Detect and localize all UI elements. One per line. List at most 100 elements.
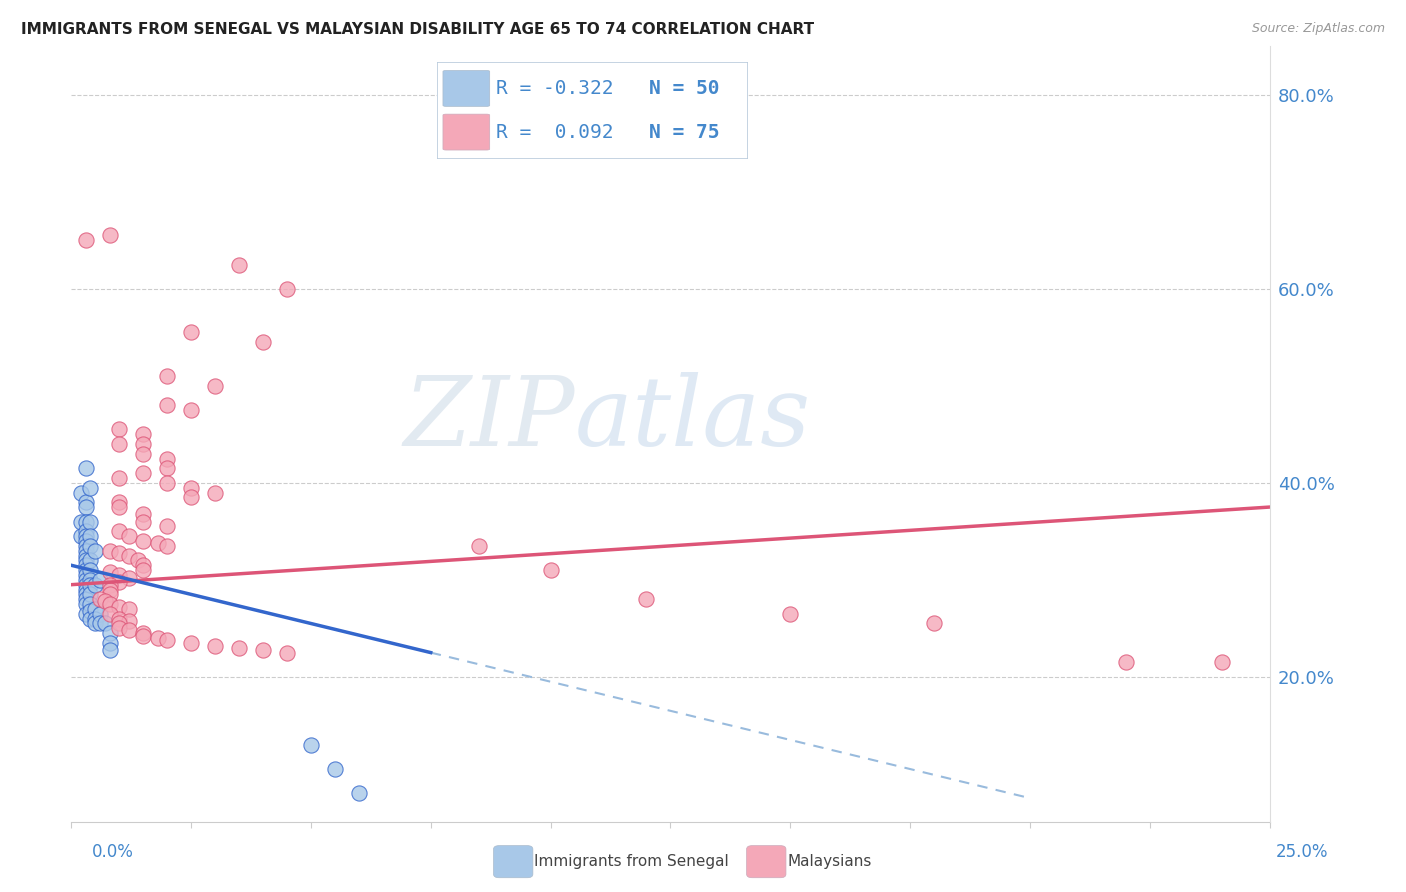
- Point: [84, 616, 107, 631]
- Point: [118, 614, 141, 628]
- Point: [75, 592, 97, 607]
- Point: [156, 519, 179, 533]
- Point: [156, 475, 179, 490]
- Point: [75, 558, 97, 573]
- Point: [98, 565, 121, 579]
- Point: [299, 738, 322, 752]
- Point: [75, 515, 97, 529]
- Point: [75, 563, 97, 577]
- Point: [75, 587, 97, 601]
- Point: [98, 642, 121, 657]
- Point: [75, 553, 97, 567]
- Point: [228, 258, 250, 272]
- Text: Source: ZipAtlas.com: Source: ZipAtlas.com: [1251, 22, 1385, 36]
- Point: [347, 786, 370, 800]
- Point: [75, 573, 97, 587]
- Point: [127, 553, 149, 567]
- Point: [98, 228, 121, 243]
- Point: [79, 604, 101, 618]
- Point: [118, 602, 141, 616]
- Point: [84, 543, 107, 558]
- Point: [79, 529, 101, 543]
- Point: [156, 539, 179, 553]
- Point: [146, 631, 169, 645]
- Point: [75, 534, 97, 549]
- Point: [108, 568, 131, 582]
- Point: [132, 427, 155, 442]
- Point: [98, 543, 121, 558]
- Point: [108, 524, 131, 539]
- Point: [156, 398, 179, 412]
- Point: [132, 447, 155, 461]
- Text: ZIP: ZIP: [404, 372, 575, 466]
- Point: [79, 553, 101, 567]
- Point: [180, 491, 202, 505]
- Point: [108, 471, 131, 485]
- Point: [79, 515, 101, 529]
- Point: [69, 485, 91, 500]
- Point: [276, 282, 298, 296]
- Point: [94, 594, 117, 608]
- Point: [779, 607, 801, 621]
- Point: [75, 582, 97, 597]
- Point: [108, 574, 131, 589]
- Point: [108, 495, 131, 509]
- Point: [180, 636, 202, 650]
- Point: [118, 624, 141, 638]
- Point: [75, 495, 97, 509]
- Point: [922, 616, 945, 631]
- Point: [204, 639, 226, 653]
- Point: [84, 612, 107, 626]
- Point: [276, 646, 298, 660]
- Point: [156, 632, 179, 647]
- Point: [79, 597, 101, 611]
- Point: [156, 451, 179, 466]
- Text: IMMIGRANTS FROM SENEGAL VS MALAYSIAN DISABILITY AGE 65 TO 74 CORRELATION CHART: IMMIGRANTS FROM SENEGAL VS MALAYSIAN DIS…: [21, 22, 814, 37]
- Point: [180, 326, 202, 340]
- Text: Immigrants from Senegal: Immigrants from Senegal: [534, 855, 730, 869]
- Point: [75, 500, 97, 514]
- Point: [75, 233, 97, 247]
- Point: [84, 602, 107, 616]
- Point: [75, 607, 97, 621]
- Point: [75, 597, 97, 611]
- Point: [75, 524, 97, 539]
- Point: [69, 529, 91, 543]
- Point: [108, 422, 131, 436]
- Point: [79, 539, 101, 553]
- Point: [132, 507, 155, 521]
- Point: [132, 629, 155, 643]
- Point: [75, 549, 97, 563]
- Point: [98, 577, 121, 591]
- Point: [132, 515, 155, 529]
- Point: [252, 335, 274, 350]
- Point: [89, 607, 111, 621]
- Point: [98, 587, 121, 601]
- Text: Malaysians: Malaysians: [787, 855, 872, 869]
- Point: [132, 558, 155, 573]
- Point: [89, 592, 111, 607]
- Point: [94, 616, 117, 631]
- Point: [1115, 655, 1137, 669]
- Point: [79, 481, 101, 495]
- Point: [108, 500, 131, 514]
- Point: [156, 461, 179, 475]
- Point: [180, 481, 202, 495]
- Text: atlas: atlas: [575, 372, 811, 466]
- Point: [89, 573, 111, 587]
- Point: [108, 437, 131, 451]
- Point: [79, 563, 101, 577]
- Point: [108, 612, 131, 626]
- Point: [1211, 655, 1233, 669]
- Text: 0.0%: 0.0%: [91, 843, 134, 861]
- Point: [75, 539, 97, 553]
- Point: [540, 563, 562, 577]
- Text: 25.0%: 25.0%: [1277, 843, 1329, 861]
- Point: [156, 369, 179, 384]
- Point: [98, 636, 121, 650]
- Point: [98, 597, 121, 611]
- Point: [146, 536, 169, 550]
- Point: [98, 626, 121, 640]
- Point: [69, 515, 91, 529]
- Point: [108, 546, 131, 560]
